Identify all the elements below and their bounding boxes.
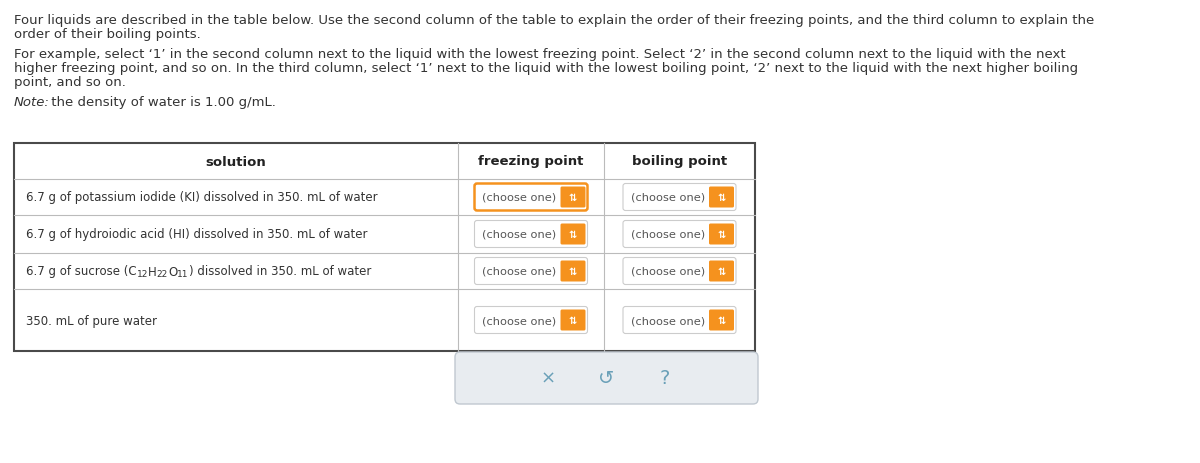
Text: (choose one): (choose one) — [631, 230, 706, 239]
FancyBboxPatch shape — [709, 261, 734, 282]
Text: ⇅: ⇅ — [569, 193, 577, 203]
Text: solution: solution — [205, 155, 266, 168]
Text: Four liquids are described in the table below. Use the second column of the tabl: Four liquids are described in the table … — [14, 14, 1094, 27]
Text: 11: 11 — [178, 269, 188, 278]
Text: ⇅: ⇅ — [718, 193, 726, 203]
Text: freezing point: freezing point — [479, 155, 583, 168]
Text: 22: 22 — [157, 269, 168, 278]
Text: ⇅: ⇅ — [718, 266, 726, 276]
Text: Note:: Note: — [14, 96, 50, 109]
Text: (choose one): (choose one) — [631, 266, 706, 276]
Text: ?: ? — [659, 369, 670, 388]
Text: H: H — [148, 265, 157, 278]
Text: 6.7 g of potassium iodide (KI) dissolved in 350. mL of water: 6.7 g of potassium iodide (KI) dissolved… — [26, 191, 378, 204]
FancyBboxPatch shape — [474, 184, 588, 211]
Text: ⇅: ⇅ — [569, 315, 577, 325]
FancyBboxPatch shape — [474, 221, 588, 248]
Text: ⇅: ⇅ — [718, 230, 726, 239]
FancyBboxPatch shape — [623, 184, 736, 211]
FancyBboxPatch shape — [623, 221, 736, 248]
Text: boiling point: boiling point — [632, 155, 727, 168]
FancyBboxPatch shape — [560, 310, 586, 331]
Bar — [14, 144, 755, 351]
Text: (choose one): (choose one) — [482, 315, 557, 325]
Text: point, and so on.: point, and so on. — [14, 76, 126, 89]
FancyBboxPatch shape — [474, 307, 588, 334]
FancyBboxPatch shape — [709, 224, 734, 245]
Text: ⇅: ⇅ — [569, 266, 577, 276]
Text: ⇅: ⇅ — [718, 315, 726, 325]
Text: 6.7 g of sucrose (C: 6.7 g of sucrose (C — [26, 265, 137, 278]
FancyBboxPatch shape — [560, 187, 586, 208]
FancyBboxPatch shape — [623, 307, 736, 334]
Text: (choose one): (choose one) — [631, 315, 706, 325]
Text: 6.7 g of hydroiodic acid (HI) dissolved in 350. mL of water: 6.7 g of hydroiodic acid (HI) dissolved … — [26, 228, 367, 241]
FancyBboxPatch shape — [560, 261, 586, 282]
Text: the density of water is 1.00 g/mL.: the density of water is 1.00 g/mL. — [47, 96, 276, 109]
Text: ⇅: ⇅ — [569, 230, 577, 239]
Text: O: O — [168, 265, 178, 278]
FancyBboxPatch shape — [709, 310, 734, 331]
Text: ↺: ↺ — [599, 369, 614, 388]
Text: 350. mL of pure water: 350. mL of pure water — [26, 314, 157, 327]
FancyBboxPatch shape — [709, 187, 734, 208]
FancyBboxPatch shape — [560, 224, 586, 245]
Text: (choose one): (choose one) — [482, 230, 557, 239]
Text: (choose one): (choose one) — [482, 193, 557, 203]
Text: (choose one): (choose one) — [631, 193, 706, 203]
Text: 12: 12 — [137, 269, 148, 278]
FancyBboxPatch shape — [474, 258, 588, 285]
Text: higher freezing point, and so on. In the third column, select ‘1’ next to the li: higher freezing point, and so on. In the… — [14, 62, 1078, 75]
FancyBboxPatch shape — [623, 258, 736, 285]
Text: order of their boiling points.: order of their boiling points. — [14, 28, 200, 41]
Text: ) dissolved in 350. mL of water: ) dissolved in 350. mL of water — [188, 265, 371, 278]
Text: ×: × — [541, 369, 556, 387]
Text: For example, select ‘1’ in the second column next to the liquid with the lowest : For example, select ‘1’ in the second co… — [14, 48, 1066, 61]
Text: (choose one): (choose one) — [482, 266, 557, 276]
FancyBboxPatch shape — [455, 352, 758, 404]
